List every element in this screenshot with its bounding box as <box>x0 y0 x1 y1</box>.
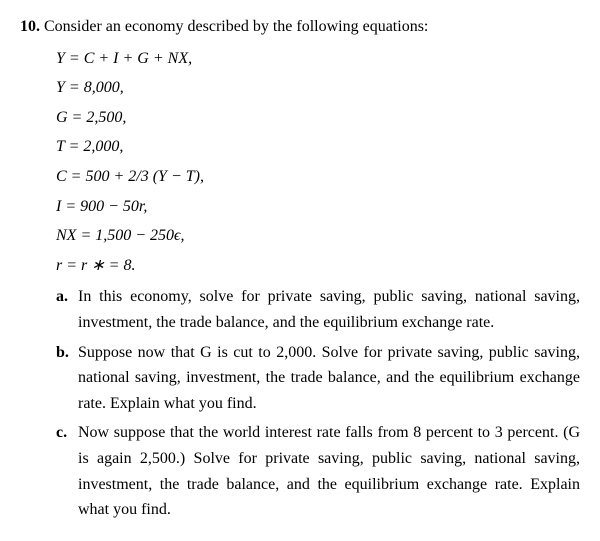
problem-intro-text: Consider an economy described by the fol… <box>44 18 428 35</box>
subpart-b-label: b. <box>56 340 78 417</box>
problem-page: 10. Consider an economy described by the… <box>0 0 600 541</box>
subpart-b: b. Suppose now that G is cut to 2,000. S… <box>56 340 580 417</box>
problem-intro-line: 10. Consider an economy described by the… <box>20 14 580 40</box>
equation-2: Y = 8,000, <box>56 75 580 101</box>
subparts-block: a. In this economy, solve for private sa… <box>20 284 580 522</box>
subpart-a-text: In this economy, solve for private savin… <box>78 284 580 335</box>
equation-4: T = 2,000, <box>56 134 580 160</box>
subpart-c-label: c. <box>56 420 78 522</box>
equation-1: Y = C + I + G + NX, <box>56 46 580 72</box>
subpart-c: c. Now suppose that the world interest r… <box>56 420 580 522</box>
subpart-c-text: Now suppose that the world interest rate… <box>78 420 580 522</box>
equation-3: G = 2,500, <box>56 105 580 131</box>
subpart-a: a. In this economy, solve for private sa… <box>56 284 580 335</box>
equations-block: Y = C + I + G + NX, Y = 8,000, G = 2,500… <box>20 46 580 279</box>
equation-5: C = 500 + 2/3 (Y − T), <box>56 164 580 190</box>
subpart-a-label: a. <box>56 284 78 335</box>
equation-8: r = r ∗ = 8. <box>56 253 580 279</box>
problem-number: 10. <box>20 18 40 35</box>
equation-6: I = 900 − 50r, <box>56 194 580 220</box>
subpart-b-text: Suppose now that G is cut to 2,000. Solv… <box>78 340 580 417</box>
equation-7: NX = 1,500 − 250ϵ, <box>56 223 580 249</box>
